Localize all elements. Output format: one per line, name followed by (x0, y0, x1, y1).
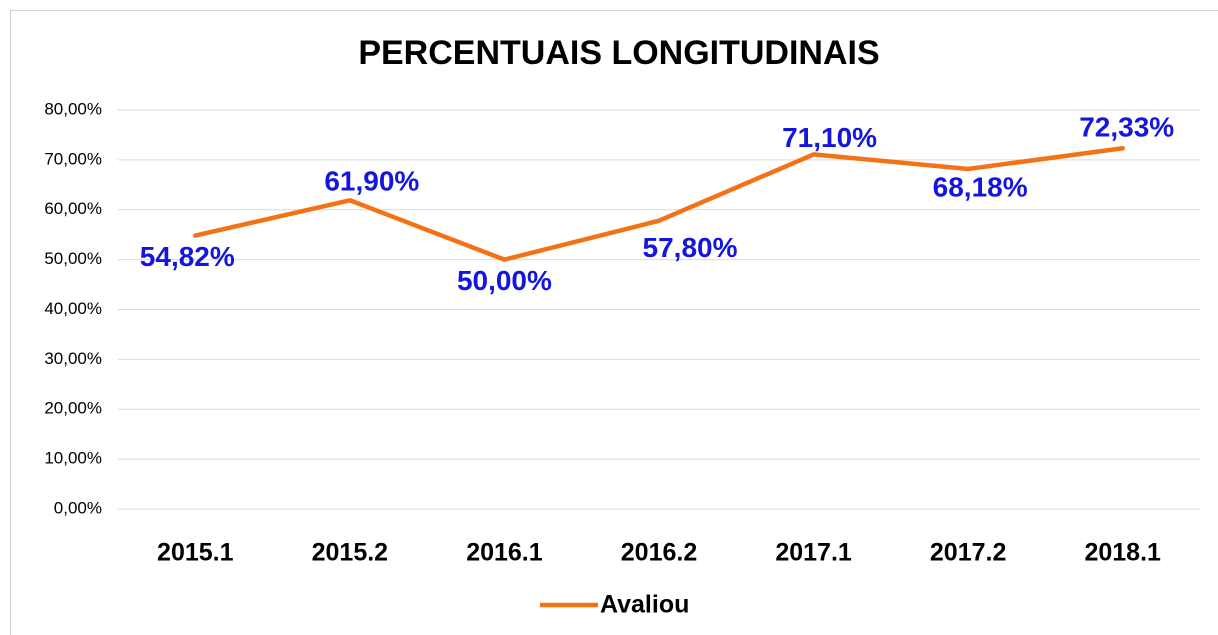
x-tick-label: 2015.1 (157, 539, 234, 567)
x-tick-label: 2016.1 (466, 539, 543, 567)
y-tick-label: 0,00% (54, 498, 102, 517)
x-tick-label: 2018.1 (1084, 539, 1161, 567)
chart-title: PERCENTUAIS LONGITUDINAIS (358, 34, 879, 72)
line (193, 146, 1125, 262)
y-tick-label: 50,00% (44, 249, 102, 268)
value-label: 50,00% (457, 265, 552, 296)
legend-label: Avaliou (600, 591, 689, 619)
x-tick-label: 2017.2 (930, 539, 1006, 567)
x-tick-label: 2017.1 (775, 539, 852, 567)
value-label: 71,10% (782, 122, 877, 153)
y-tick-label: 70,00% (44, 149, 102, 168)
y-tick-label: 60,00% (44, 199, 102, 218)
value-label: 57,80% (643, 232, 738, 263)
y-tick-label: 20,00% (44, 399, 102, 418)
x-tick-label: 2015.2 (312, 539, 388, 567)
value-label: 54,82% (140, 241, 235, 272)
value-label: 68,18% (933, 171, 1028, 202)
value-label: 72,33% (1079, 112, 1174, 143)
value-label: 61,90% (324, 166, 419, 197)
y-tick-label: 80,00% (44, 99, 102, 118)
y-tick-label: 30,00% (44, 349, 102, 368)
x-tick-label: 2016.2 (621, 539, 697, 567)
y-tick-label: 40,00% (44, 299, 102, 318)
chart-border (10, 10, 1218, 635)
y-tick-label: 10,00% (44, 449, 102, 468)
